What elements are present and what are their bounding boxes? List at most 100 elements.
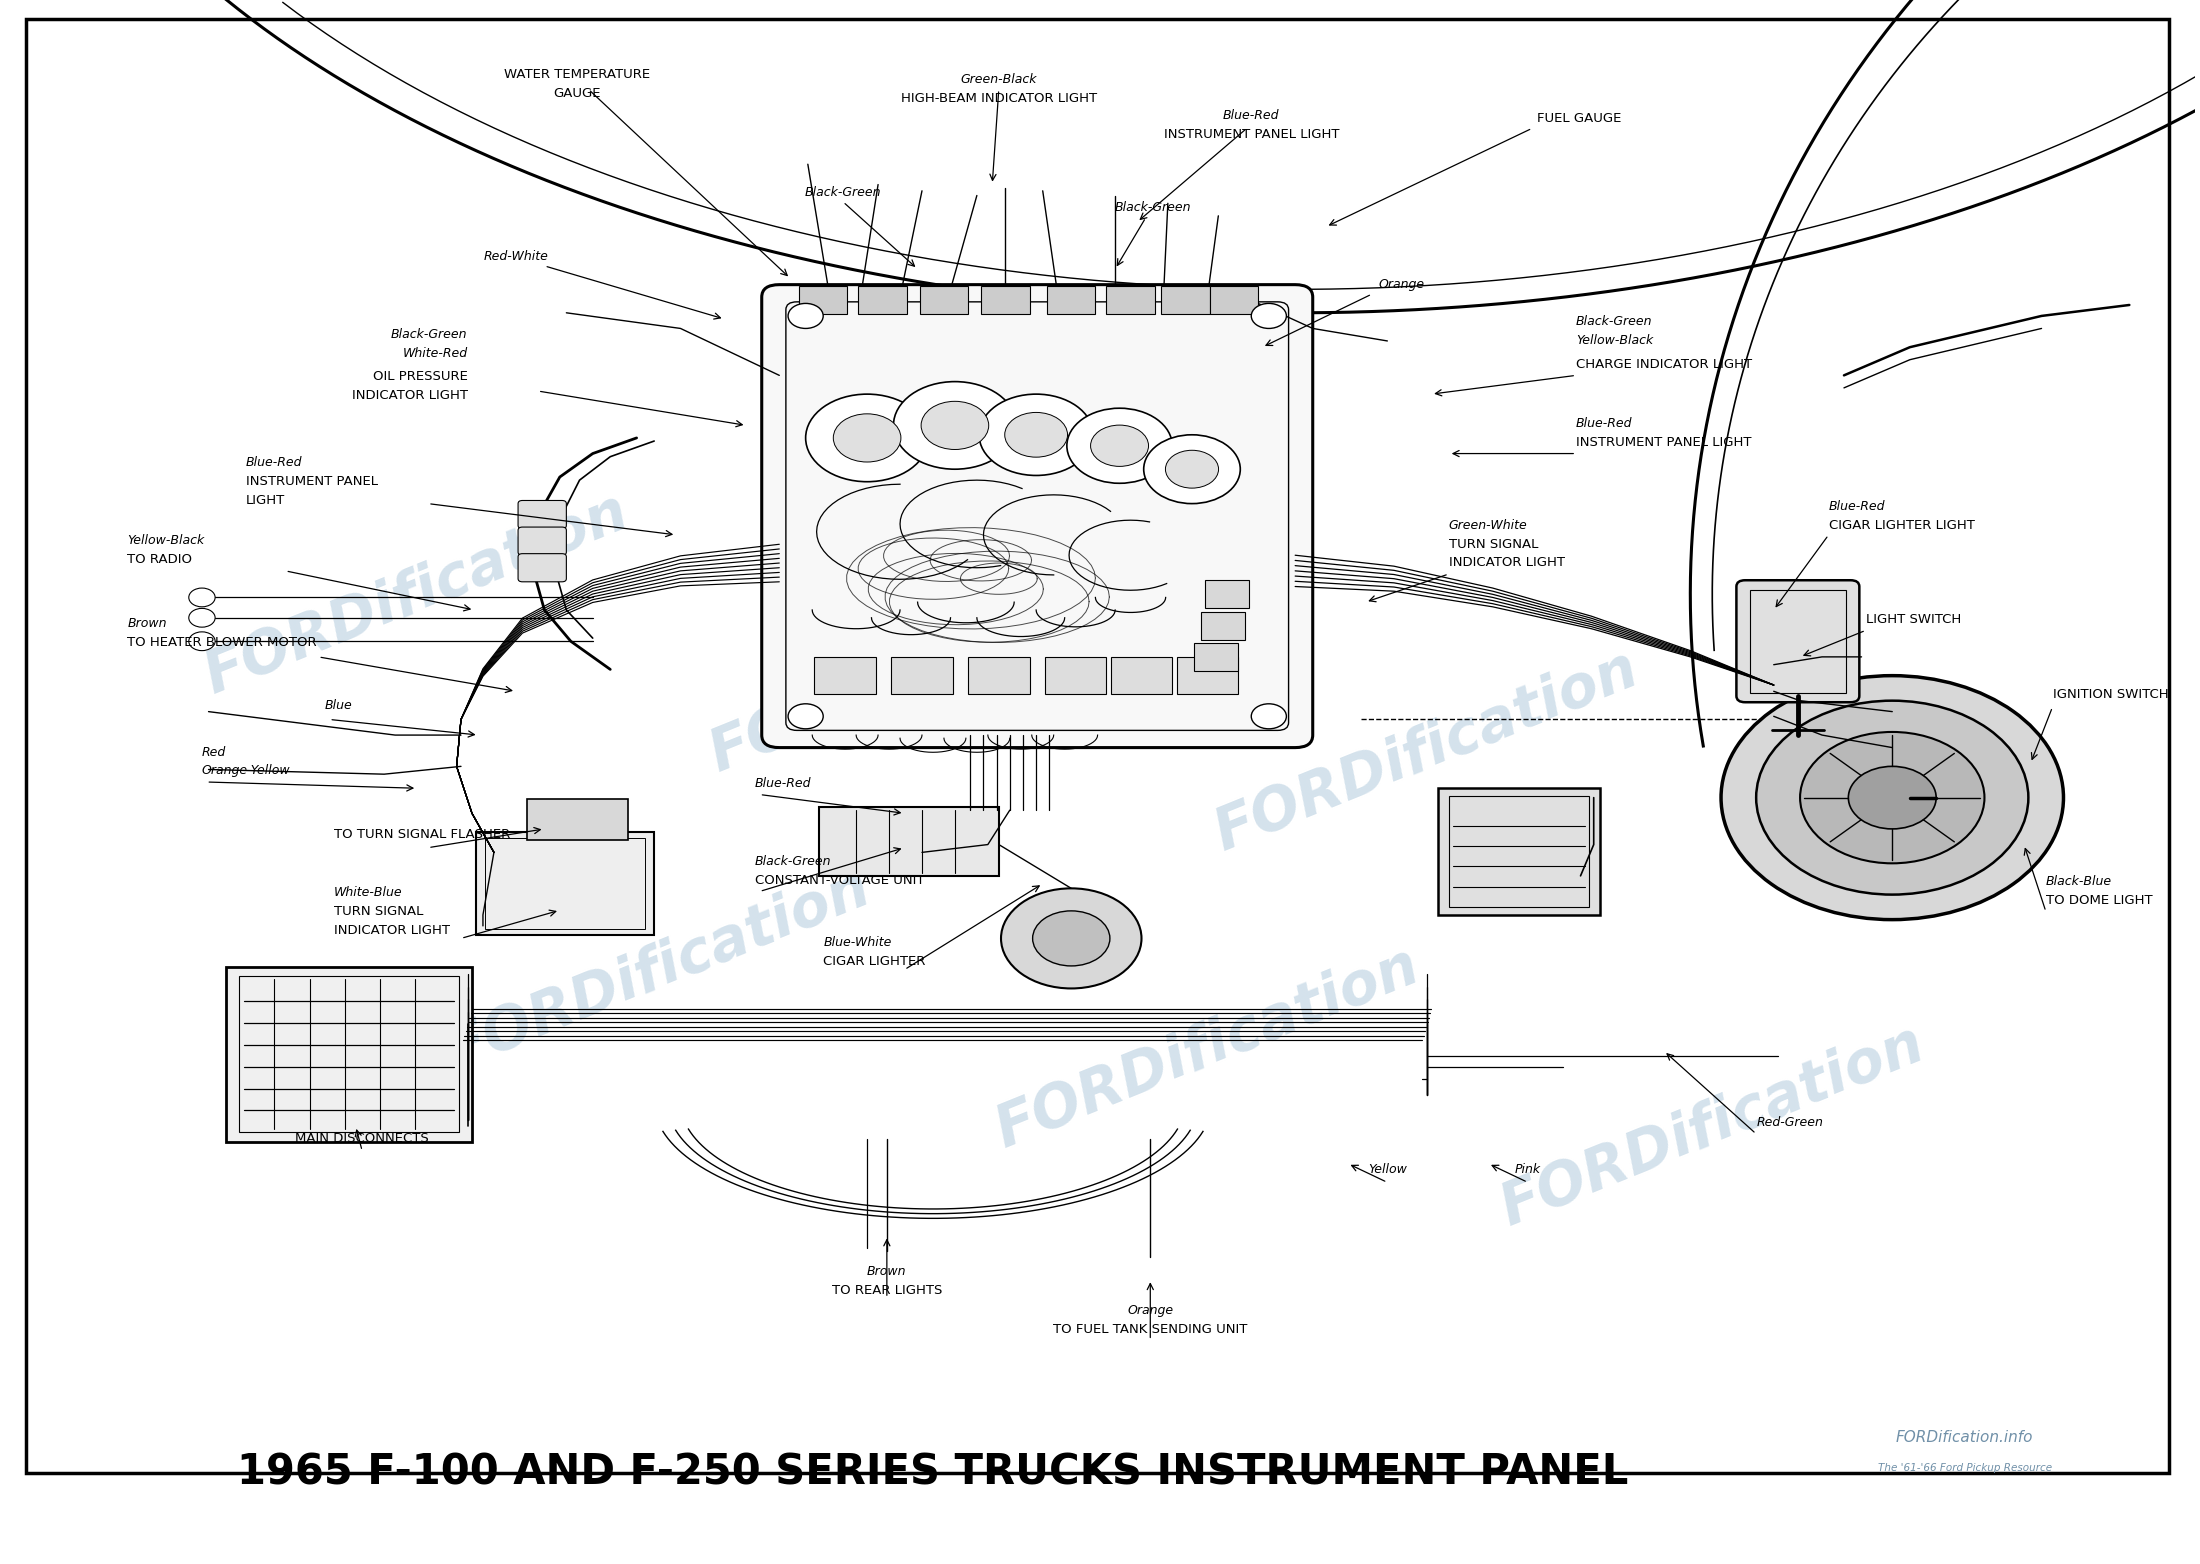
FancyBboxPatch shape: [517, 554, 565, 582]
Text: FORDification: FORDification: [438, 859, 878, 1081]
Text: TURN SIGNAL: TURN SIGNAL: [334, 906, 422, 918]
FancyBboxPatch shape: [1047, 286, 1096, 314]
Text: CONSTANT-VOLTAGE UNIT: CONSTANT-VOLTAGE UNIT: [755, 874, 924, 887]
Circle shape: [893, 382, 1016, 469]
FancyBboxPatch shape: [1111, 657, 1173, 694]
Text: INDICATOR LIGHT: INDICATOR LIGHT: [334, 924, 449, 937]
Circle shape: [189, 588, 216, 607]
FancyBboxPatch shape: [1195, 643, 1239, 671]
Text: Brown: Brown: [128, 618, 167, 630]
Text: Green-White: Green-White: [1450, 519, 1527, 532]
Text: Blue-Red: Blue-Red: [246, 457, 301, 469]
Circle shape: [1800, 732, 1984, 863]
FancyBboxPatch shape: [814, 657, 876, 694]
Text: FORDification: FORDification: [702, 561, 1142, 784]
Text: Orange: Orange: [1379, 278, 1426, 291]
Text: TURN SIGNAL: TURN SIGNAL: [1450, 538, 1538, 551]
FancyBboxPatch shape: [1210, 286, 1258, 314]
FancyBboxPatch shape: [818, 807, 999, 876]
Text: Blue-White: Blue-White: [823, 937, 891, 949]
Text: INSTRUMENT PANEL: INSTRUMENT PANEL: [246, 475, 378, 488]
FancyBboxPatch shape: [858, 286, 906, 314]
Circle shape: [1252, 704, 1287, 729]
FancyBboxPatch shape: [1206, 580, 1250, 608]
FancyBboxPatch shape: [891, 657, 953, 694]
Circle shape: [1720, 676, 2064, 920]
Circle shape: [1144, 435, 1241, 504]
Text: TO REAR LIGHTS: TO REAR LIGHTS: [832, 1284, 942, 1297]
Circle shape: [189, 608, 216, 627]
Text: INDICATOR LIGHT: INDICATOR LIGHT: [1450, 557, 1564, 569]
Text: Yellow-Black: Yellow-Black: [1575, 335, 1654, 347]
Circle shape: [1005, 413, 1067, 457]
Text: Orange-Yellow: Orange-Yellow: [202, 765, 290, 777]
Text: LIGHT SWITCH: LIGHT SWITCH: [1866, 613, 1960, 626]
Text: Red: Red: [202, 746, 227, 759]
FancyBboxPatch shape: [1045, 657, 1107, 694]
Text: FORDification: FORDification: [1208, 640, 1648, 862]
Text: FUEL GAUGE: FUEL GAUGE: [1536, 113, 1621, 125]
Text: HIGH-BEAM INDICATOR LIGHT: HIGH-BEAM INDICATOR LIGHT: [900, 92, 1098, 105]
Circle shape: [788, 704, 823, 729]
FancyBboxPatch shape: [1201, 612, 1245, 640]
Text: Blue-Red: Blue-Red: [1828, 500, 1885, 513]
Text: LIGHT: LIGHT: [246, 494, 286, 507]
Text: GAUGE: GAUGE: [554, 88, 601, 100]
FancyBboxPatch shape: [761, 285, 1313, 748]
Circle shape: [1032, 910, 1109, 967]
Text: Blue-Red: Blue-Red: [1223, 109, 1280, 122]
Text: Black-Blue: Black-Blue: [2046, 876, 2112, 888]
Text: Black-Green: Black-Green: [755, 856, 832, 868]
FancyBboxPatch shape: [1162, 286, 1210, 314]
Text: IGNITION SWITCH: IGNITION SWITCH: [2053, 688, 2169, 701]
Text: CHARGE INDICATOR LIGHT: CHARGE INDICATOR LIGHT: [1575, 358, 1751, 371]
Text: CIGAR LIGHTER: CIGAR LIGHTER: [823, 956, 926, 968]
FancyBboxPatch shape: [968, 657, 1030, 694]
Text: FORDification: FORDification: [198, 483, 638, 705]
Circle shape: [1001, 888, 1142, 988]
Text: FORDification.info: FORDification.info: [1896, 1429, 2033, 1445]
Text: White-Red: White-Red: [403, 347, 469, 360]
Text: Orange: Orange: [1126, 1304, 1173, 1317]
Text: Brown: Brown: [867, 1265, 906, 1278]
Circle shape: [189, 632, 216, 651]
FancyBboxPatch shape: [920, 286, 968, 314]
Circle shape: [1067, 408, 1173, 483]
Text: FORDification: FORDification: [1492, 1015, 1932, 1237]
Circle shape: [1091, 425, 1148, 466]
Circle shape: [834, 414, 902, 461]
Circle shape: [1756, 701, 2028, 895]
Text: Pink: Pink: [1516, 1164, 1540, 1176]
Text: Blue: Blue: [326, 699, 352, 712]
FancyBboxPatch shape: [227, 967, 473, 1142]
Text: Black-Green: Black-Green: [392, 328, 469, 341]
Text: Red-White: Red-White: [484, 250, 548, 263]
Text: MAIN DISCONNECTS: MAIN DISCONNECTS: [295, 1132, 429, 1145]
Text: Red-Green: Red-Green: [1756, 1117, 1824, 1129]
FancyBboxPatch shape: [981, 286, 1030, 314]
Text: TO DOME LIGHT: TO DOME LIGHT: [2046, 895, 2152, 907]
Text: OIL PRESSURE: OIL PRESSURE: [372, 371, 469, 383]
FancyBboxPatch shape: [477, 832, 653, 935]
Text: WATER TEMPERATURE: WATER TEMPERATURE: [504, 69, 651, 81]
Circle shape: [1848, 766, 1936, 829]
Text: TO HEATER BLOWER MOTOR: TO HEATER BLOWER MOTOR: [128, 637, 317, 649]
Circle shape: [788, 303, 823, 328]
Circle shape: [922, 402, 988, 449]
Circle shape: [1166, 450, 1219, 488]
FancyBboxPatch shape: [526, 799, 627, 840]
FancyBboxPatch shape: [1736, 580, 1859, 702]
Text: Yellow: Yellow: [1368, 1164, 1406, 1176]
Text: FORDification: FORDification: [988, 937, 1428, 1159]
Text: TO RADIO: TO RADIO: [128, 554, 191, 566]
Text: TO FUEL TANK SENDING UNIT: TO FUEL TANK SENDING UNIT: [1054, 1323, 1247, 1336]
Text: TO TURN SIGNAL FLASHER: TO TURN SIGNAL FLASHER: [334, 829, 510, 841]
Text: INDICATOR LIGHT: INDICATOR LIGHT: [352, 389, 469, 402]
FancyBboxPatch shape: [1439, 788, 1599, 915]
Text: Black-Green: Black-Green: [805, 186, 882, 199]
Text: 1965 F-100 AND F-250 SERIES TRUCKS INSTRUMENT PANEL: 1965 F-100 AND F-250 SERIES TRUCKS INSTR…: [238, 1451, 1628, 1494]
Text: Black-Green: Black-Green: [1113, 202, 1190, 214]
FancyBboxPatch shape: [1107, 286, 1155, 314]
Text: CIGAR LIGHTER LIGHT: CIGAR LIGHTER LIGHT: [1828, 519, 1973, 532]
FancyBboxPatch shape: [517, 527, 565, 555]
